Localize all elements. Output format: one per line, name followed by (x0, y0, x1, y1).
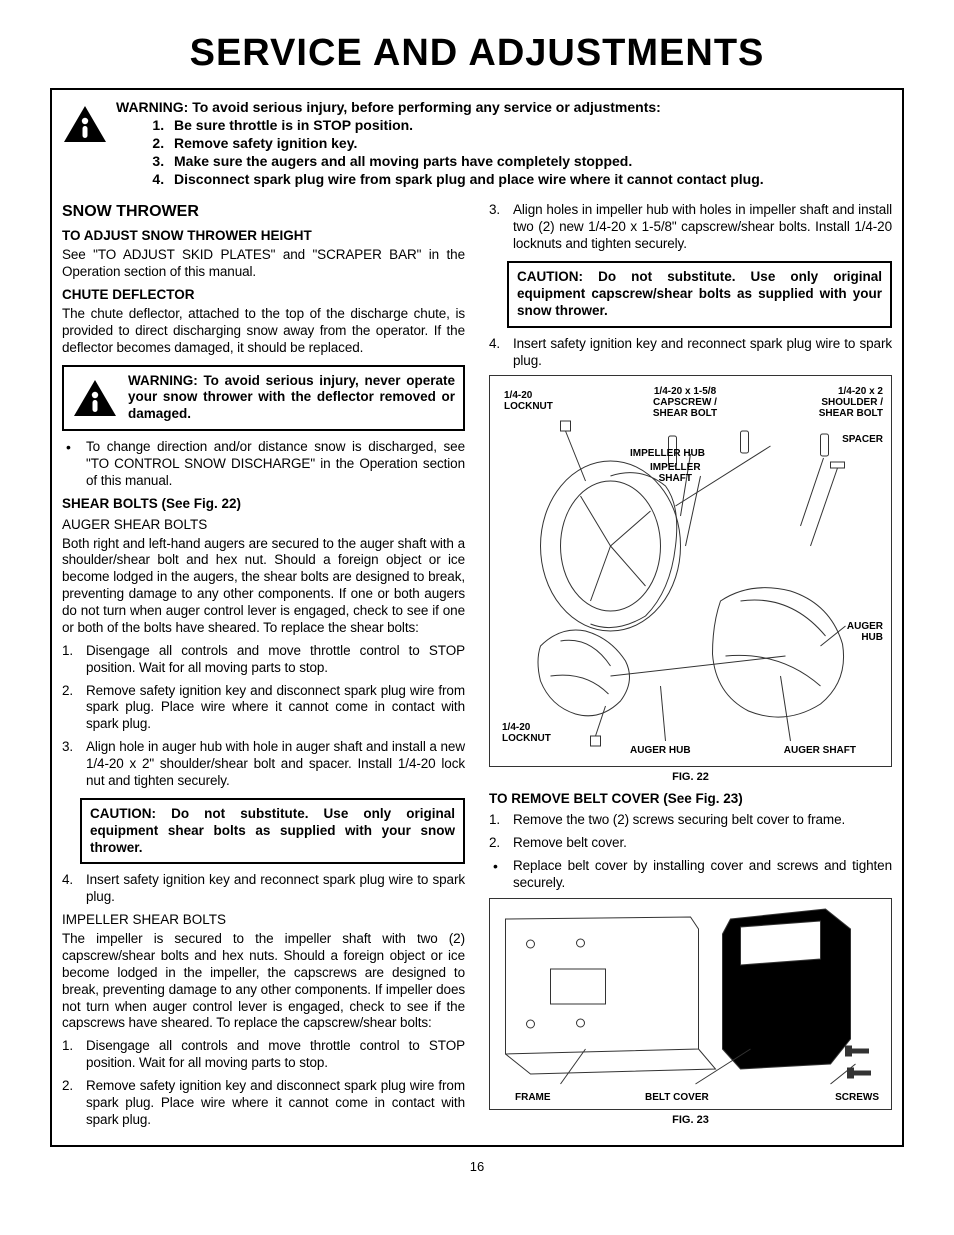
figure-23: FRAME BELT COVER SCREWS (489, 898, 892, 1110)
heading-shear-bolts: SHEAR BOLTS (See Fig. 22) (62, 496, 465, 513)
label-impeller-shaft: IMPELLER SHAFT (650, 462, 701, 484)
impeller-steps-cont: Align holes in impeller hub with holes i… (489, 202, 892, 253)
label-impeller-hub: IMPELLER HUB (630, 448, 705, 459)
caution-shear-bolts: CAUTION: Do not substitute. Use only ori… (80, 798, 465, 865)
belt-steps: Remove the two (2) screws securing belt … (489, 812, 892, 852)
label-locknut-top: 1/4-20 LOCKNUT (504, 390, 564, 412)
list-item: Align hole in auger hub with hole in aug… (62, 739, 465, 790)
header-warning: WARNING: To avoid serious injury, before… (62, 98, 892, 189)
header-warning-item: Make sure the augers and all moving part… (168, 152, 892, 170)
list-item: Insert safety ignition key and reconnect… (62, 872, 465, 906)
diagram-22-svg (490, 376, 891, 766)
heading-remove-belt-cover: TO REMOVE BELT COVER (See Fig. 23) (489, 791, 892, 808)
list-item: Remove safety ignition key and disconnec… (62, 1078, 465, 1129)
header-warning-lead: WARNING: To avoid serious injury, before… (62, 98, 892, 116)
heading-auger-shear: AUGER SHEAR BOLTS (62, 517, 465, 534)
auger-steps: Disengage all controls and move throttle… (62, 643, 465, 790)
list-item: Align holes in impeller hub with holes i… (489, 202, 892, 253)
page-border: WARNING: To avoid serious injury, before… (50, 88, 904, 1147)
heading-chute-deflector: CHUTE DEFLECTOR (62, 287, 465, 304)
warning-deflector: WARNING: To avoid serious injury, never … (62, 365, 465, 432)
para-chute: The chute deflector, attached to the top… (62, 306, 465, 357)
para-auger-shear: Both right and left-hand augers are secu… (62, 536, 465, 637)
figure-22: 1/4-20 LOCKNUT 1/4-20 x 1-5/8 CAPSCREW /… (489, 375, 892, 767)
list-item: Insert safety ignition key and reconnect… (489, 336, 892, 370)
para-impeller-shear: The impeller is secured to the impeller … (62, 931, 465, 1032)
list-item: Disengage all controls and move throttle… (62, 1038, 465, 1072)
header-warning-item: Disconnect spark plug wire from spark pl… (168, 170, 892, 188)
header-warning-item: Be sure throttle is in STOP position. (168, 116, 892, 134)
label-locknut-bottom: 1/4-20 LOCKNUT (502, 722, 551, 744)
para-adjust-height: See "TO ADJUST SKID PLATES" and "SCRAPER… (62, 247, 465, 281)
label-belt-cover: BELT COVER (645, 1092, 709, 1103)
impeller-steps-cont2: Insert safety ignition key and reconnect… (489, 336, 892, 370)
list-item: Remove the two (2) screws securing belt … (489, 812, 892, 829)
bullet-discharge: To change direction and/or distance snow… (62, 439, 465, 490)
heading-adjust-height: TO ADJUST SNOW THROWER HEIGHT (62, 228, 465, 245)
caution-capscrew: CAUTION: Do not substitute. Use only ori… (507, 261, 892, 328)
label-frame: FRAME (515, 1092, 551, 1103)
warning-icon (62, 104, 108, 144)
bullet-replace-belt-cover: Replace belt cover by installing cover a… (489, 858, 892, 892)
section-snow-thrower: SNOW THROWER (62, 202, 465, 222)
impeller-steps: Disengage all controls and move throttle… (62, 1038, 465, 1128)
warning-icon (72, 378, 118, 418)
label-auger-shaft: AUGER SHAFT (784, 745, 856, 756)
auger-steps-cont: Insert safety ignition key and reconnect… (62, 872, 465, 906)
label-capscrew: 1/4-20 x 1-5/8 CAPSCREW / SHEAR BOLT (635, 386, 735, 419)
diagram-23-svg (490, 899, 891, 1109)
fig23-caption: FIG. 23 (489, 1114, 892, 1128)
left-column: SNOW THROWER TO ADJUST SNOW THROWER HEIG… (62, 198, 465, 1134)
label-spacer: SPACER (842, 434, 883, 445)
header-warning-item: Remove safety ignition key. (168, 134, 892, 152)
right-column: Align holes in impeller hub with holes i… (489, 198, 892, 1134)
page-number: 16 (50, 1159, 904, 1175)
heading-impeller-shear: IMPELLER SHEAR BOLTS (62, 912, 465, 929)
label-auger-hub: AUGER HUB (630, 745, 691, 756)
label-auger-hub-right: AUGER HUB (847, 621, 883, 643)
warning-deflector-text: WARNING: To avoid serious injury, never … (128, 373, 455, 424)
header-warning-list: Be sure throttle is in STOP position. Re… (150, 116, 892, 189)
list-item: Disengage all controls and move throttle… (62, 643, 465, 677)
list-item: Remove safety ignition key and disconnec… (62, 683, 465, 734)
list-item: Remove belt cover. (489, 835, 892, 852)
fig22-caption: FIG. 22 (489, 771, 892, 785)
label-shoulder: 1/4-20 x 2 SHOULDER / SHEAR BOLT (803, 386, 883, 419)
page-title: SERVICE AND ADJUSTMENTS (50, 30, 904, 78)
label-screws: SCREWS (835, 1092, 879, 1103)
